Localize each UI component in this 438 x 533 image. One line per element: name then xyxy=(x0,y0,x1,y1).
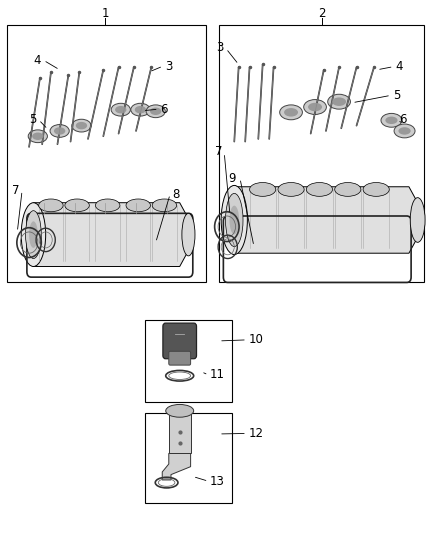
Bar xyxy=(145,413,232,503)
Text: 5: 5 xyxy=(393,89,400,102)
Ellipse shape xyxy=(306,182,332,196)
Ellipse shape xyxy=(111,103,131,116)
Text: 5: 5 xyxy=(29,114,37,126)
Text: 8: 8 xyxy=(172,188,179,201)
Bar xyxy=(219,25,424,282)
Text: 6: 6 xyxy=(160,103,168,116)
Ellipse shape xyxy=(399,127,411,135)
Polygon shape xyxy=(234,187,418,253)
FancyBboxPatch shape xyxy=(163,323,197,359)
Text: 13: 13 xyxy=(209,475,224,488)
Polygon shape xyxy=(33,203,188,266)
Ellipse shape xyxy=(332,98,346,106)
Ellipse shape xyxy=(394,124,415,138)
Text: 3: 3 xyxy=(165,60,172,72)
Text: 7: 7 xyxy=(12,184,20,197)
Ellipse shape xyxy=(335,182,361,196)
Ellipse shape xyxy=(65,199,89,212)
Ellipse shape xyxy=(29,221,38,248)
Text: 3: 3 xyxy=(216,41,224,54)
FancyBboxPatch shape xyxy=(169,351,191,365)
Ellipse shape xyxy=(182,213,195,256)
Ellipse shape xyxy=(226,193,243,247)
Ellipse shape xyxy=(381,114,402,127)
Ellipse shape xyxy=(135,106,146,114)
Ellipse shape xyxy=(28,130,47,143)
Ellipse shape xyxy=(280,105,302,120)
Bar xyxy=(169,411,191,454)
Ellipse shape xyxy=(95,199,120,212)
Text: 1: 1 xyxy=(102,7,109,20)
Ellipse shape xyxy=(54,127,65,135)
Ellipse shape xyxy=(25,211,41,259)
Bar xyxy=(145,320,232,402)
Ellipse shape xyxy=(221,185,247,255)
Text: 7: 7 xyxy=(215,145,222,158)
Ellipse shape xyxy=(250,182,276,196)
Ellipse shape xyxy=(152,199,177,212)
Ellipse shape xyxy=(146,105,165,118)
Ellipse shape xyxy=(278,182,304,196)
Ellipse shape xyxy=(410,198,425,243)
Ellipse shape xyxy=(284,108,298,117)
Ellipse shape xyxy=(76,122,87,130)
Text: 10: 10 xyxy=(249,333,264,346)
Text: 4: 4 xyxy=(396,60,403,73)
Ellipse shape xyxy=(328,94,350,109)
Text: 4: 4 xyxy=(34,54,41,67)
Polygon shape xyxy=(162,454,191,480)
Text: 9: 9 xyxy=(229,172,236,185)
Ellipse shape xyxy=(230,206,239,235)
Text: 2: 2 xyxy=(318,7,325,20)
Bar xyxy=(7,25,206,282)
Text: 6: 6 xyxy=(399,114,407,126)
Ellipse shape xyxy=(363,182,389,196)
Ellipse shape xyxy=(126,199,150,212)
Text: 12: 12 xyxy=(249,427,264,440)
Ellipse shape xyxy=(21,203,46,266)
Ellipse shape xyxy=(72,119,91,132)
Ellipse shape xyxy=(50,125,69,138)
Ellipse shape xyxy=(131,103,150,116)
Ellipse shape xyxy=(115,106,127,114)
Ellipse shape xyxy=(308,103,322,111)
Ellipse shape xyxy=(39,199,63,212)
Ellipse shape xyxy=(166,405,194,417)
Text: 11: 11 xyxy=(209,368,224,382)
Ellipse shape xyxy=(304,100,326,115)
Ellipse shape xyxy=(150,108,161,115)
Ellipse shape xyxy=(32,133,43,140)
Ellipse shape xyxy=(385,117,398,124)
